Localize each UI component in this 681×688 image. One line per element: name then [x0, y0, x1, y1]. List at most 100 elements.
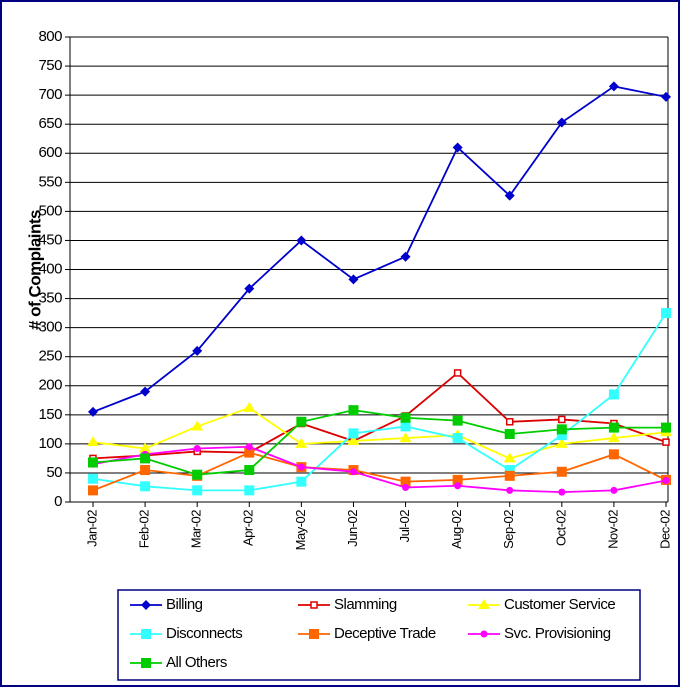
y-tick-label: 300 [38, 319, 62, 336]
legend-marker [141, 629, 151, 639]
data-point [662, 438, 670, 446]
data-point [452, 142, 463, 153]
y-tick-label: 50 [46, 464, 62, 481]
x-tick-label: Aug-02 [449, 510, 464, 549]
data-point [88, 457, 98, 468]
x-tick-label: Apr-02 [241, 510, 256, 546]
data-point [453, 369, 462, 377]
data-point [140, 386, 151, 397]
data-point [452, 415, 463, 426]
data-point [610, 486, 618, 494]
data-point [661, 422, 671, 433]
data-point [506, 486, 514, 494]
data-point [348, 405, 359, 416]
series-line [92, 451, 667, 492]
data-point [608, 449, 619, 460]
x-tick-label: Mar-02 [189, 510, 204, 548]
data-point [608, 389, 619, 400]
data-point [297, 463, 305, 471]
data-point [504, 465, 515, 476]
legend [117, 589, 641, 681]
legend-label: Customer Service [504, 596, 615, 613]
data-point [452, 474, 463, 485]
series-line [92, 85, 667, 413]
data-point [556, 466, 567, 477]
x-tick-label: Feb-02 [137, 510, 152, 548]
data-point [661, 308, 671, 319]
data-point [504, 470, 515, 481]
data-point [452, 433, 463, 444]
data-point [347, 434, 360, 445]
y-tick-label: 700 [38, 86, 62, 103]
x-tick-label: Sep-02 [501, 510, 516, 549]
data-point [88, 473, 98, 484]
data-point [607, 432, 620, 443]
data-point [140, 465, 151, 476]
data-point [87, 436, 99, 447]
legend-marker [309, 629, 319, 639]
data-point [661, 91, 671, 102]
data-point [505, 418, 514, 426]
data-point [349, 468, 357, 476]
y-tick-label: 500 [38, 202, 62, 219]
x-tick-label: Nov-02 [605, 510, 620, 549]
data-point [88, 406, 98, 417]
data-point [399, 432, 412, 443]
x-tick-label: Dec-02 [657, 510, 672, 549]
data-point [244, 465, 255, 476]
data-point [400, 251, 411, 262]
y-tick-label: 0 [54, 493, 62, 510]
x-tick-label: Jan-02 [84, 510, 99, 547]
data-point [139, 442, 152, 453]
data-point [556, 424, 567, 435]
data-point [556, 117, 567, 128]
y-tick-label: 150 [38, 406, 62, 423]
data-point [191, 420, 204, 431]
legend-label: All Others [166, 654, 227, 671]
series-line [92, 409, 666, 476]
data-point [556, 430, 567, 441]
data-point [402, 483, 410, 491]
data-point [400, 421, 411, 432]
data-point [140, 453, 151, 464]
data-point [608, 81, 619, 92]
data-point [558, 415, 566, 424]
data-point [295, 437, 308, 448]
data-point [504, 428, 515, 439]
data-point [555, 437, 568, 448]
data-point [192, 485, 203, 496]
data-point [193, 445, 201, 453]
data-point [558, 488, 566, 496]
data-point [244, 447, 255, 458]
data-point [192, 469, 203, 480]
legend-marker [480, 630, 488, 638]
y-tick-label: 750 [38, 57, 62, 74]
series-line [92, 371, 667, 460]
data-point [503, 452, 516, 463]
data-point [348, 274, 359, 285]
x-tick-label: Jun-02 [345, 510, 360, 547]
series-line [92, 406, 667, 460]
data-point [504, 190, 515, 201]
data-point [296, 476, 307, 487]
y-axis-title: # of Complaints [25, 210, 44, 330]
y-tick-label: 200 [38, 377, 62, 394]
data-point [400, 476, 411, 487]
data-point [348, 428, 359, 439]
data-point [245, 443, 253, 451]
data-point [296, 235, 307, 246]
data-point [243, 401, 256, 412]
y-tick-label: 350 [38, 290, 62, 307]
legend-marker [310, 601, 318, 609]
data-point [88, 485, 98, 496]
data-point [608, 422, 619, 433]
legend-label: Billing [166, 596, 203, 613]
y-tick-label: 550 [38, 173, 62, 190]
legend-marker [141, 658, 151, 668]
y-tick-label: 650 [38, 115, 62, 132]
legend-label: Slamming [334, 596, 397, 613]
data-point [400, 412, 411, 423]
data-point [244, 283, 255, 294]
